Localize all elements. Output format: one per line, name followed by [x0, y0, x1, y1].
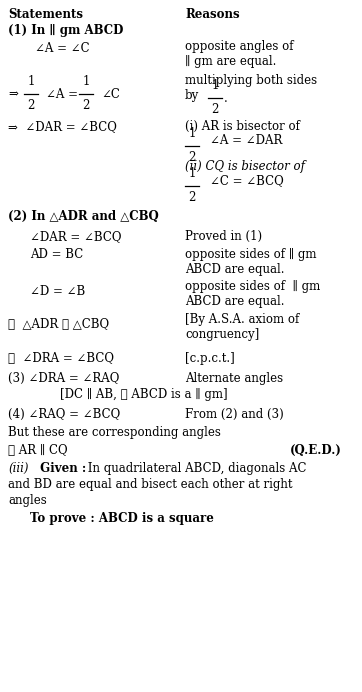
Text: Alternate angles: Alternate angles	[185, 372, 283, 385]
Text: ∠DAR = ∠BCQ: ∠DAR = ∠BCQ	[30, 230, 122, 243]
Text: 2: 2	[27, 99, 35, 112]
Text: In quadrilateral ABCD, diagonals AC: In quadrilateral ABCD, diagonals AC	[84, 462, 307, 475]
Text: [DC ∥ AB, ∴ ABCD is a ∥ gm]: [DC ∥ AB, ∴ ABCD is a ∥ gm]	[60, 388, 228, 401]
Text: (Q.E.D.): (Q.E.D.)	[290, 444, 342, 457]
Text: From (2) and (3): From (2) and (3)	[185, 408, 284, 421]
Text: opposite angles of: opposite angles of	[185, 40, 294, 53]
Text: (1) In ∥ gm ABCD: (1) In ∥ gm ABCD	[8, 24, 123, 37]
Text: 2: 2	[211, 103, 219, 116]
Text: 1: 1	[82, 75, 90, 88]
Text: (i) AR is bisector of: (i) AR is bisector of	[185, 120, 300, 133]
Text: 1: 1	[188, 127, 196, 140]
Text: To prove : ABCD is a square: To prove : ABCD is a square	[30, 512, 214, 525]
Text: 1: 1	[27, 75, 35, 88]
Text: .: .	[224, 91, 228, 104]
Text: 1: 1	[211, 79, 219, 92]
Text: Reasons: Reasons	[185, 8, 240, 21]
Text: ⇒: ⇒	[8, 87, 18, 100]
Text: by: by	[185, 89, 199, 102]
Text: 2: 2	[188, 151, 196, 164]
Text: ⇒  ∠DAR = ∠BCQ: ⇒ ∠DAR = ∠BCQ	[8, 120, 117, 133]
Text: ∠C: ∠C	[101, 87, 120, 100]
Text: 2: 2	[82, 99, 90, 112]
Text: opposite sides of ∥ gm: opposite sides of ∥ gm	[185, 248, 316, 261]
Text: ∴ AR ∥ CQ: ∴ AR ∥ CQ	[8, 444, 68, 457]
Text: 1: 1	[188, 167, 196, 180]
Text: congruency]: congruency]	[185, 328, 259, 341]
Text: and BD are equal and bisect each other at right: and BD are equal and bisect each other a…	[8, 478, 292, 491]
Text: ∠A = ∠C: ∠A = ∠C	[35, 42, 90, 55]
Text: multiplying both sides: multiplying both sides	[185, 74, 317, 87]
Text: ∴  ∠DRA = ∠BCQ: ∴ ∠DRA = ∠BCQ	[8, 352, 114, 365]
Text: ∠D = ∠B: ∠D = ∠B	[30, 285, 85, 298]
Text: ∠A = ∠DAR: ∠A = ∠DAR	[210, 134, 282, 147]
Text: [By A.S.A. axiom of: [By A.S.A. axiom of	[185, 313, 299, 326]
Text: 2: 2	[188, 191, 196, 204]
Text: (3) ∠DRA = ∠RAQ: (3) ∠DRA = ∠RAQ	[8, 372, 119, 385]
Text: (2) In △ADR and △CBQ: (2) In △ADR and △CBQ	[8, 210, 159, 223]
Text: Proved in (1): Proved in (1)	[185, 230, 262, 243]
Text: ABCD are equal.: ABCD are equal.	[185, 263, 285, 276]
Text: (ii) CQ is bisector of: (ii) CQ is bisector of	[185, 160, 305, 173]
Text: angles: angles	[8, 494, 47, 507]
Text: But these are corresponding angles: But these are corresponding angles	[8, 426, 221, 439]
Text: Given :: Given :	[36, 462, 86, 475]
Text: ABCD are equal.: ABCD are equal.	[185, 295, 285, 308]
Text: (iii): (iii)	[8, 462, 29, 475]
Text: opposite sides of  ∥ gm: opposite sides of ∥ gm	[185, 280, 320, 293]
Text: ∥ gm are equal.: ∥ gm are equal.	[185, 55, 276, 68]
Text: ∠A =: ∠A =	[46, 87, 78, 100]
Text: [c.p.c.t.]: [c.p.c.t.]	[185, 352, 235, 365]
Text: Statements: Statements	[8, 8, 83, 21]
Text: ∠C = ∠BCQ: ∠C = ∠BCQ	[210, 174, 284, 187]
Text: (4) ∠RAQ = ∠BCQ: (4) ∠RAQ = ∠BCQ	[8, 408, 120, 421]
Text: ∴  △ADR ≅ △CBQ: ∴ △ADR ≅ △CBQ	[8, 318, 109, 331]
Text: AD = BC: AD = BC	[30, 248, 83, 261]
